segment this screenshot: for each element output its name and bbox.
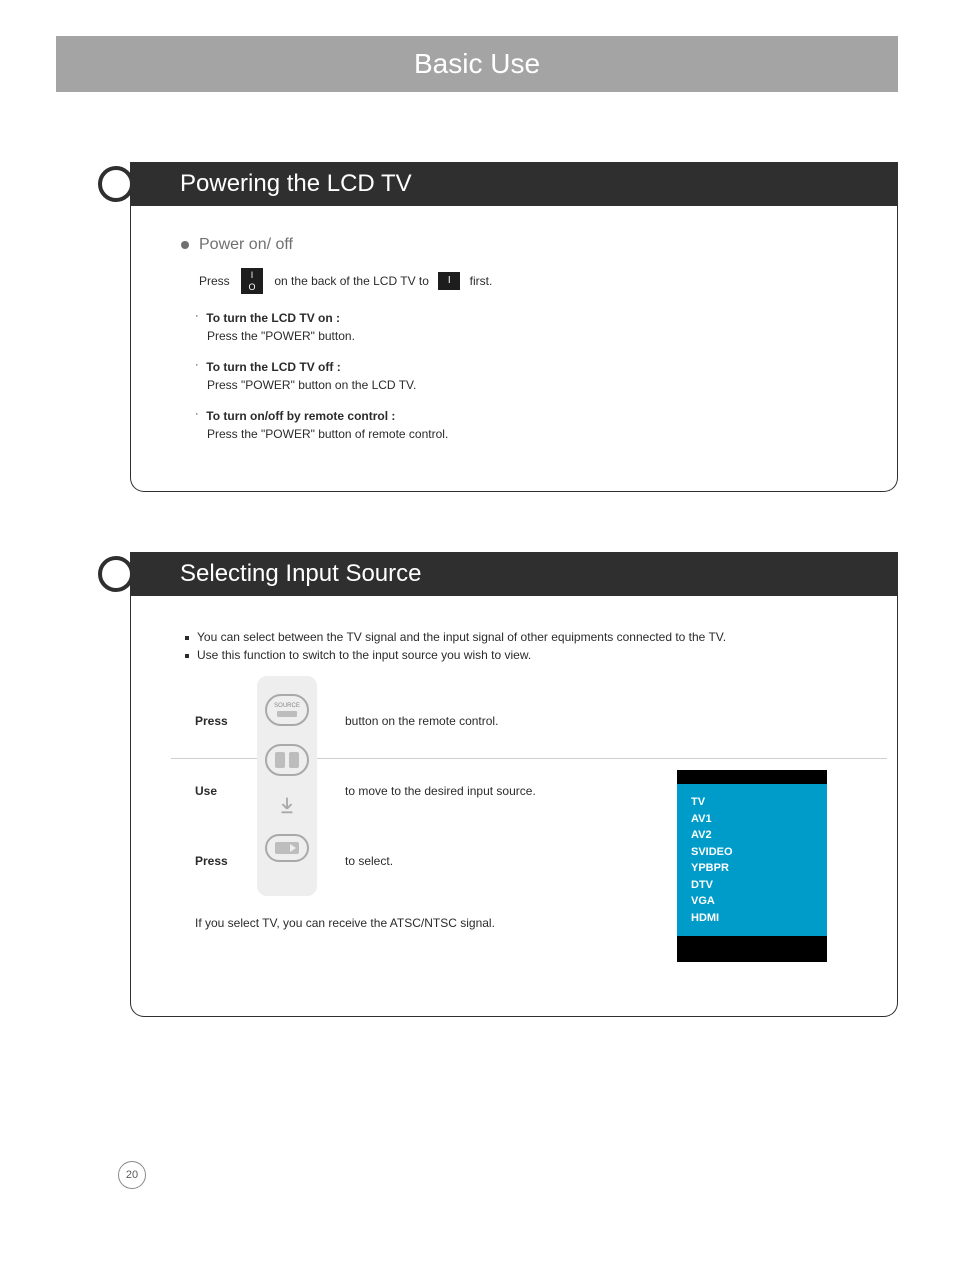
page-number: 20 [118, 1161, 146, 1189]
on-position-icon: I [438, 272, 460, 290]
bullet-icon: · [195, 359, 199, 371]
note-text: If you select TV, you can receive the AT… [195, 916, 495, 930]
source-button-icon: SOURCE [265, 694, 309, 726]
osd-item: VGA [691, 893, 813, 910]
step-desc: Press the "POWER" button. [207, 329, 847, 343]
section-body: You can select between the TV signal and… [130, 596, 898, 1017]
power-switch-icon: IO [241, 268, 263, 294]
intro-line: You can select between the TV signal and… [185, 630, 847, 644]
osd-item: HDMI [691, 910, 813, 927]
ok-button-icon [265, 834, 309, 862]
step-item: · To turn the LCD TV on : Press the "POW… [195, 310, 847, 343]
section-marker-icon [98, 556, 134, 592]
section-body: Power on/ off Press IO on the back of th… [130, 206, 898, 492]
section-powering: Powering the LCD TV Power on/ off Press … [100, 162, 898, 492]
section-title: Powering the LCD TV [130, 162, 442, 206]
remote-instructions: SOURCE Press button on the remote contro… [181, 686, 847, 966]
press-post: first. [470, 274, 493, 288]
step-item: · To turn on/off by remote control : Pre… [195, 408, 847, 441]
intro-line: Use this function to switch to the input… [185, 648, 847, 662]
nav-buttons-icon [265, 744, 309, 776]
osd-item: AV2 [691, 827, 813, 844]
osd-item: DTV [691, 877, 813, 894]
section-marker-icon [98, 166, 134, 202]
page-title-tab: Basic Use [56, 36, 898, 92]
instruction-row: Press to select. [195, 854, 265, 868]
section-input-source: Selecting Input Source You can select be… [100, 552, 898, 1017]
bullet-icon: · [195, 408, 199, 420]
source-button-label: SOURCE [274, 703, 300, 709]
press-pre: Press [199, 274, 230, 288]
osd-item: AV1 [691, 811, 813, 828]
step-title: To turn the LCD TV on : [206, 311, 340, 325]
osd-item: TV [691, 794, 813, 811]
step-title: To turn on/off by remote control : [206, 409, 395, 423]
osd-menu: TV AV1 AV2 SVIDEO YPBPR DTV VGA HDMI [677, 770, 827, 962]
page-title: Basic Use [354, 36, 600, 92]
step-title: To turn the LCD TV off : [206, 360, 340, 374]
section-header: Powering the LCD TV [130, 162, 898, 206]
instruction-row: Press button on the remote control. [195, 714, 265, 728]
row-label: Press [195, 854, 265, 868]
remote-button-strip: SOURCE [257, 676, 317, 896]
bullet-icon: · [195, 310, 199, 322]
instruction-row: Use to move to the desired input source. [195, 784, 265, 798]
row-label: Use [195, 784, 265, 798]
osd-item: SVIDEO [691, 844, 813, 861]
intro-block: You can select between the TV signal and… [185, 630, 847, 662]
step-item: · To turn the LCD TV off : Press "POWER"… [195, 359, 847, 392]
power-subhead: Power on/ off [181, 236, 847, 254]
row-label: Press [195, 714, 265, 728]
press-mid: on the back of the LCD TV to [274, 274, 429, 288]
arrow-down-icon [276, 794, 298, 816]
step-desc: Press "POWER" button on the LCD TV. [207, 378, 847, 392]
step-desc: Press the "POWER" button of remote contr… [207, 427, 847, 441]
section-title: Selecting Input Source [130, 552, 452, 596]
press-line: Press IO on the back of the LCD TV to I … [199, 268, 847, 294]
section-header: Selecting Input Source [130, 552, 898, 596]
row-desc: button on the remote control. [345, 714, 745, 728]
page-header-bar: Basic Use [56, 36, 898, 92]
osd-list: TV AV1 AV2 SVIDEO YPBPR DTV VGA HDMI [677, 784, 827, 936]
osd-item: YPBPR [691, 860, 813, 877]
